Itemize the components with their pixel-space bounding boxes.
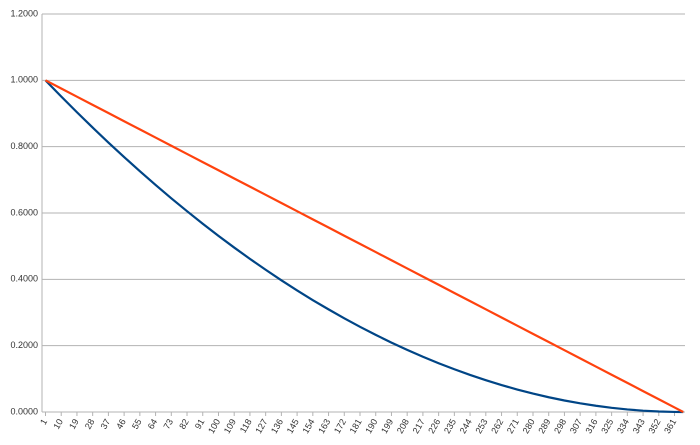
x-tick-label: 10 [51, 417, 65, 431]
x-tick-label: 127 [253, 417, 269, 435]
x-tick-label: 91 [193, 417, 207, 431]
y-tick-label: 1.2000 [10, 8, 38, 18]
x-tick-label: 73 [161, 417, 175, 431]
x-tick-label: 55 [130, 417, 144, 431]
x-tick-label: 145 [285, 417, 301, 435]
y-tick-label: 0.6000 [10, 207, 38, 217]
x-tick-label: 64 [146, 417, 160, 431]
x-tick-label: 343 [631, 417, 647, 435]
x-tick-label: 100 [206, 417, 222, 435]
x-tick-label: 190 [363, 417, 379, 435]
x-tick-label: 163 [316, 417, 332, 435]
x-tick-label: 37 [99, 417, 113, 431]
x-tick-label: 352 [646, 417, 662, 435]
x-tick-label: 181 [348, 417, 364, 435]
x-tick-label: 307 [568, 417, 584, 435]
series-line [44, 79, 684, 414]
x-tick-label: 271 [505, 417, 521, 435]
x-tick-label: 316 [584, 417, 600, 435]
x-tick-label: 199 [379, 417, 395, 435]
x-tick-label: 226 [426, 417, 442, 435]
y-tick-label: 0.0000 [10, 406, 38, 416]
x-tick-label: 244 [458, 417, 474, 435]
x-tick-label: 298 [552, 417, 568, 435]
x-tick-label: 19 [67, 417, 81, 431]
y-tick-label: 0.2000 [10, 340, 38, 350]
x-tick-label: 28 [83, 417, 97, 431]
y-tick-label: 0.8000 [10, 141, 38, 151]
x-tick-label: 217 [411, 417, 427, 435]
x-tick-label: 172 [332, 417, 348, 435]
x-tick-label: 262 [489, 417, 505, 435]
x-tick-label: 46 [114, 417, 128, 431]
x-tick-label: 289 [536, 417, 552, 435]
x-tick-label: 136 [269, 417, 285, 435]
x-tick-label: 235 [442, 417, 458, 435]
x-tick-label: 82 [177, 417, 191, 431]
y-tick-label: 1.0000 [10, 75, 38, 85]
x-tick-label: 118 [238, 417, 254, 434]
x-tick-label: 280 [521, 417, 537, 435]
x-tick-label: 325 [599, 417, 615, 435]
y-tick-label: 0.4000 [10, 274, 38, 284]
x-tick-label: 154 [300, 417, 316, 435]
x-tick-label: 361 [662, 417, 678, 435]
series-line [44, 79, 684, 413]
x-tick-label: 208 [395, 417, 411, 435]
x-tick-label: 253 [473, 417, 489, 435]
x-tick-label: 109 [222, 417, 238, 435]
x-tick-label: 1 [38, 417, 49, 426]
x-tick-label: 334 [615, 417, 631, 435]
